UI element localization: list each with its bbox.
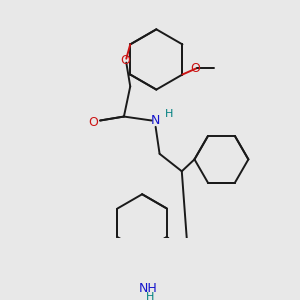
Text: O: O <box>88 116 98 129</box>
Text: H: H <box>146 292 154 300</box>
Text: O: O <box>190 62 200 75</box>
Text: O: O <box>120 54 130 67</box>
Text: H: H <box>165 109 173 119</box>
Text: N: N <box>151 114 160 127</box>
Text: NH: NH <box>139 282 158 295</box>
